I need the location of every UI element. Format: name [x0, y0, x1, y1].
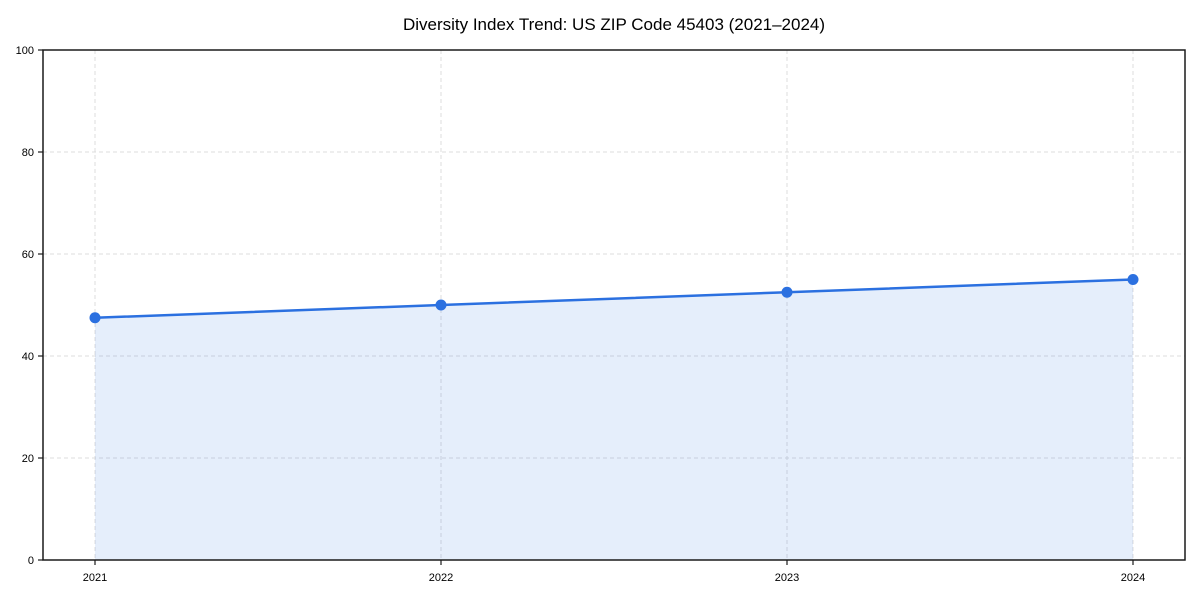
- series-layer: [89, 274, 1139, 560]
- x-tick-label: 2024: [1121, 572, 1145, 584]
- data-point-marker-2021: [89, 312, 101, 324]
- y-tick-label: 80: [22, 147, 34, 159]
- y-tick-label: 0: [28, 555, 34, 567]
- axis-layer: 0 20 40 60 80 100 2021 2022 2023 2024: [16, 45, 1186, 584]
- y-tick-label: 100: [16, 45, 34, 57]
- data-point-marker-2023: [781, 286, 793, 298]
- x-tick-label: 2022: [429, 572, 453, 584]
- x-tick-label: 2021: [83, 572, 107, 584]
- trend-line: [93, 278, 1135, 319]
- x-tick-label: 2023: [775, 572, 799, 584]
- chart-title: Diversity Index Trend: US ZIP Code 45403…: [403, 15, 825, 34]
- area-fill: [95, 279, 1133, 560]
- plot-border: [42, 49, 1186, 561]
- data-point-marker-2024: [1127, 274, 1139, 285]
- y-tick-label: 40: [22, 351, 34, 363]
- y-tick-label: 20: [22, 453, 34, 465]
- data-point-marker-2022: [435, 299, 447, 311]
- y-tick-label: 60: [22, 249, 34, 261]
